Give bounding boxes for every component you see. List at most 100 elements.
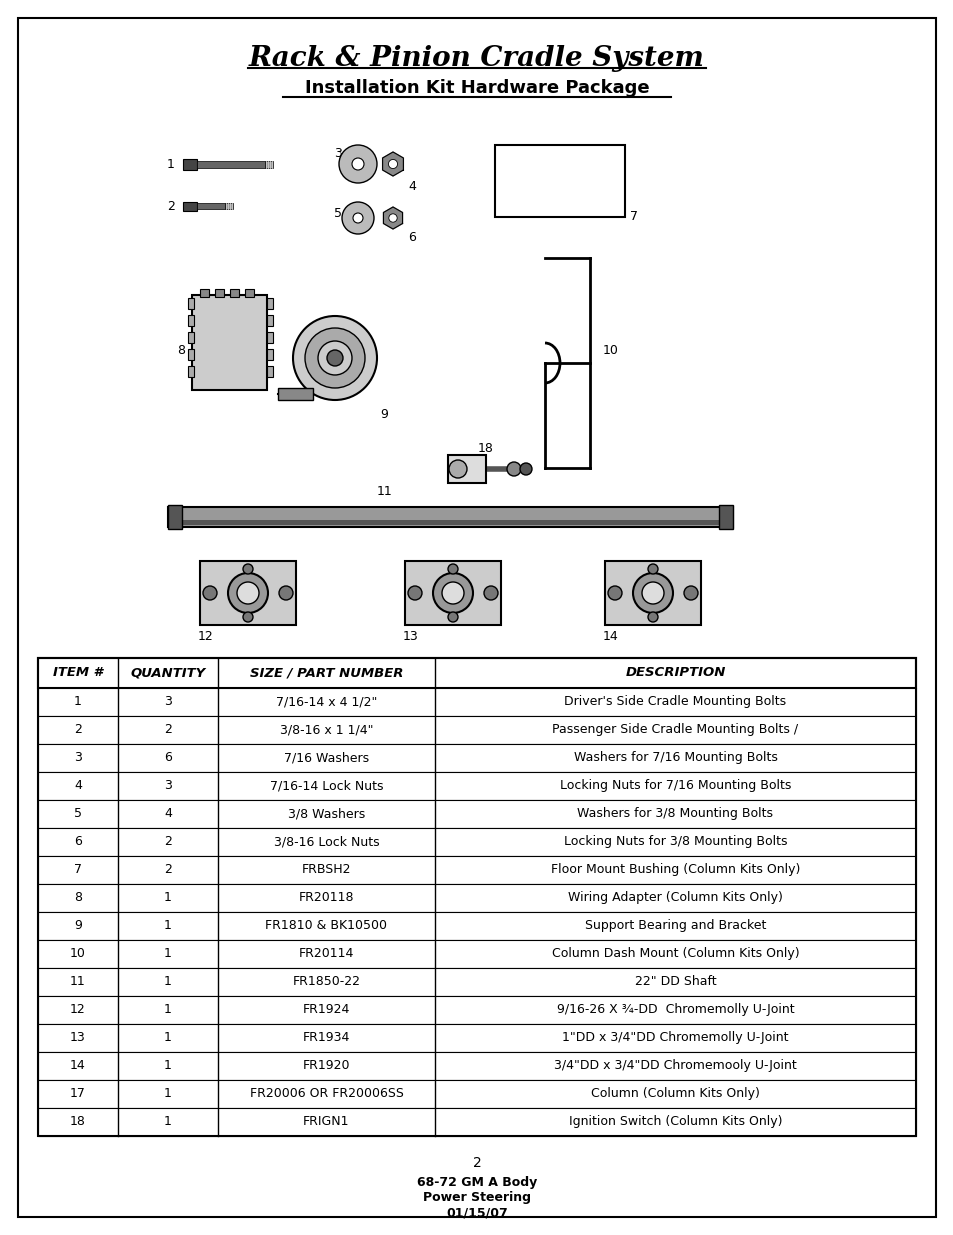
Bar [188,366,193,377]
Text: ITEM #: ITEM # [53,667,103,679]
Text: 14: 14 [71,1060,86,1072]
Bar [277,388,313,400]
Circle shape [389,214,396,222]
Text: 1: 1 [164,1060,172,1072]
Text: 7/16-14 Lock Nuts: 7/16-14 Lock Nuts [270,779,383,793]
Text: Driver's Side Cradle Mounting Bolts: Driver's Side Cradle Mounting Bolts [564,695,785,709]
Circle shape [352,158,364,170]
Text: Ignition Switch (Column Kits Only): Ignition Switch (Column Kits Only) [568,1115,781,1129]
Bar [267,350,273,359]
Bar [38,995,915,1024]
Text: QUANTITY: QUANTITY [131,667,206,679]
Text: 18: 18 [70,1115,86,1129]
Bar [245,289,253,296]
Text: 68-72 GM A Body: 68-72 GM A Body [416,1177,537,1189]
Text: Washers for 7/16 Mounting Bolts: Washers for 7/16 Mounting Bolts [573,752,777,764]
Text: 1: 1 [164,920,172,932]
Text: FR1810 & BK10500: FR1810 & BK10500 [265,920,387,932]
Text: DESCRIPTION: DESCRIPTION [624,667,725,679]
Bar [196,161,265,168]
Circle shape [338,144,376,183]
Text: 1: 1 [164,976,172,988]
Text: 1: 1 [74,695,82,709]
Circle shape [683,585,698,600]
Bar [267,366,273,377]
Text: 2: 2 [164,863,172,877]
Text: 2: 2 [74,724,82,736]
Bar [38,940,915,968]
Text: 2: 2 [167,200,174,212]
Bar [38,688,915,716]
Bar [495,144,624,217]
Bar [38,743,915,772]
Text: 3: 3 [164,779,172,793]
Bar [448,454,485,483]
Bar [38,1079,915,1108]
Circle shape [448,613,457,622]
Text: 11: 11 [71,976,86,988]
Text: 7: 7 [74,863,82,877]
Circle shape [278,585,293,600]
Text: 6: 6 [164,752,172,764]
Circle shape [293,316,376,400]
Circle shape [203,585,216,600]
Text: Wiring Adapter (Column Kits Only): Wiring Adapter (Column Kits Only) [567,892,782,904]
Circle shape [647,564,658,574]
Text: 14: 14 [602,631,618,643]
Bar [38,827,915,856]
Text: 6: 6 [74,836,82,848]
Bar [183,158,196,169]
Text: 1: 1 [164,947,172,961]
Circle shape [519,463,532,475]
Bar [267,332,273,343]
Circle shape [317,341,352,375]
Text: 1: 1 [164,1031,172,1045]
Bar [168,520,732,525]
Bar [38,856,915,884]
Text: FR1924: FR1924 [302,1004,350,1016]
Text: 4: 4 [74,779,82,793]
Text: 7: 7 [629,210,638,222]
Circle shape [353,212,363,224]
Bar [38,772,915,800]
Bar [188,298,193,309]
Bar [38,1108,915,1136]
Text: FR1934: FR1934 [302,1031,350,1045]
Polygon shape [383,207,402,228]
Circle shape [388,159,397,168]
Bar [192,295,267,390]
Text: 1: 1 [167,158,174,170]
Text: 22" DD Shaft: 22" DD Shaft [634,976,716,988]
Text: FR1850-22: FR1850-22 [293,976,360,988]
Circle shape [607,585,621,600]
Circle shape [641,582,663,604]
Text: 8: 8 [74,892,82,904]
Text: 8: 8 [177,343,185,357]
Polygon shape [382,152,403,177]
Text: 5: 5 [334,206,341,220]
Text: Installation Kit Hardware Package: Installation Kit Hardware Package [304,79,649,98]
Text: 2: 2 [164,724,172,736]
Circle shape [408,585,421,600]
Circle shape [243,564,253,574]
Bar [196,203,225,209]
Text: 5: 5 [74,808,82,820]
Circle shape [243,613,253,622]
Text: 3/8 Washers: 3/8 Washers [288,808,365,820]
Bar [200,289,209,296]
Text: 3/4"DD x 3/4"DD Chromemooly U-Joint: 3/4"DD x 3/4"DD Chromemooly U-Joint [554,1060,796,1072]
Text: 13: 13 [71,1031,86,1045]
Text: Locking Nuts for 7/16 Mounting Bolts: Locking Nuts for 7/16 Mounting Bolts [559,779,790,793]
Bar [38,968,915,995]
Text: FR20114: FR20114 [298,947,354,961]
Text: Passenger Side Cradle Mounting Bolts /: Passenger Side Cradle Mounting Bolts / [552,724,798,736]
Text: 1: 1 [164,892,172,904]
Circle shape [647,613,658,622]
Text: 17: 17 [70,1088,86,1100]
Circle shape [327,350,343,366]
Text: 4: 4 [408,179,416,193]
Text: Power Steering: Power Steering [422,1192,531,1204]
Bar [38,884,915,911]
Bar [183,201,196,210]
Text: 1: 1 [164,1115,172,1129]
